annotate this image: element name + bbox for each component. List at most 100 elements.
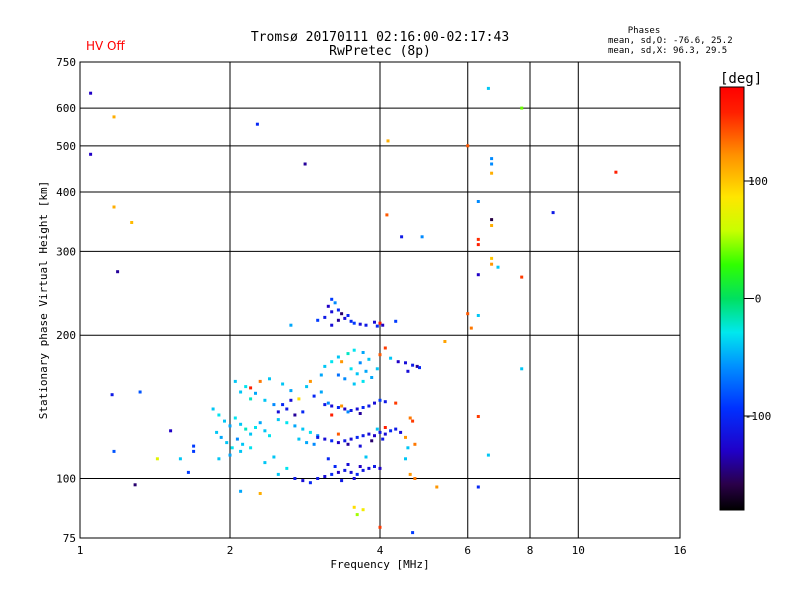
data-point: [285, 466, 289, 470]
data-point: [305, 385, 309, 389]
data-point: [186, 470, 190, 474]
y-tick-label: 300: [56, 245, 76, 258]
data-point: [443, 340, 447, 343]
data-point: [394, 401, 398, 405]
data-point: [490, 162, 494, 166]
data-point: [355, 407, 359, 411]
data-point: [466, 144, 470, 148]
data-point: [373, 401, 376, 405]
data-point: [155, 457, 159, 461]
data-point: [263, 398, 267, 402]
data-point: [404, 361, 407, 365]
data-point: [323, 403, 327, 407]
colorbar-tick-label: 100: [748, 175, 768, 188]
data-point: [192, 449, 196, 453]
data-point: [361, 508, 365, 512]
data-point: [293, 424, 297, 428]
data-point: [312, 394, 316, 398]
data-point: [89, 91, 93, 95]
data-point: [364, 323, 368, 327]
data-point: [330, 297, 334, 301]
y-tick-label: 750: [56, 56, 76, 69]
data-point: [293, 413, 297, 417]
data-point: [378, 525, 382, 529]
data-point: [323, 437, 327, 441]
data-point: [258, 379, 262, 383]
data-point: [404, 457, 407, 461]
data-point: [297, 437, 301, 441]
data-point: [367, 466, 371, 470]
data-point: [383, 432, 387, 436]
data-point: [336, 441, 340, 445]
data-point: [217, 413, 221, 417]
data-point: [343, 439, 347, 443]
data-point: [396, 360, 400, 364]
data-point: [361, 434, 365, 438]
data-point: [349, 409, 353, 412]
data-point: [258, 421, 262, 425]
data-point: [375, 367, 379, 371]
data-point: [289, 323, 293, 327]
data-point: [336, 308, 340, 312]
data-point: [249, 446, 253, 450]
data-point: [308, 481, 312, 485]
data-point: [343, 377, 347, 381]
data-point: [346, 352, 350, 356]
data-point: [340, 312, 344, 316]
data-point: [330, 472, 334, 476]
data-point: [258, 492, 262, 495]
hv-status-label: HV Off: [86, 39, 125, 53]
data-point: [381, 323, 385, 327]
data-point: [381, 437, 385, 441]
data-point: [375, 427, 379, 431]
x-tick-label: 10: [572, 544, 585, 557]
data-point: [239, 449, 243, 453]
data-point: [336, 432, 340, 436]
data-point: [249, 397, 253, 401]
data-point: [361, 468, 365, 472]
data-point: [230, 446, 234, 450]
data-point: [239, 390, 243, 394]
data-point: [435, 485, 439, 489]
data-point: [411, 531, 415, 535]
data-point: [358, 361, 362, 365]
data-point: [326, 457, 330, 461]
data-point: [490, 157, 494, 161]
data-point: [343, 407, 347, 411]
data-point: [217, 457, 221, 461]
data-point: [316, 318, 320, 322]
data-point: [411, 363, 415, 367]
data-point: [133, 483, 137, 487]
x-axis-ticks: 1 2 4 6 8 10 16: [77, 544, 687, 557]
data-point: [289, 389, 293, 393]
data-point: [469, 326, 473, 330]
data-point: [301, 427, 305, 431]
data-point: [89, 152, 93, 156]
data-point: [285, 407, 289, 411]
data-point: [355, 372, 359, 376]
data-point: [476, 485, 480, 489]
data-point: [486, 86, 490, 90]
data-point: [411, 419, 415, 423]
data-point: [383, 426, 387, 429]
data-point: [408, 416, 412, 420]
data-point: [355, 435, 359, 439]
data-point: [254, 426, 257, 429]
data-point: [361, 379, 365, 383]
data-point: [364, 455, 368, 459]
data-point: [330, 439, 334, 443]
data-point: [244, 385, 248, 389]
data-point: [346, 463, 350, 466]
data-point: [272, 455, 276, 459]
data-point: [254, 391, 257, 395]
data-point: [352, 505, 356, 509]
data-point: [239, 422, 243, 426]
data-point: [361, 406, 365, 409]
data-point: [249, 432, 253, 436]
data-point: [293, 477, 297, 480]
data-point: [520, 106, 524, 110]
data-point: [249, 386, 253, 390]
data-point: [228, 424, 232, 428]
colorbar-tick-label: 0: [755, 293, 762, 306]
